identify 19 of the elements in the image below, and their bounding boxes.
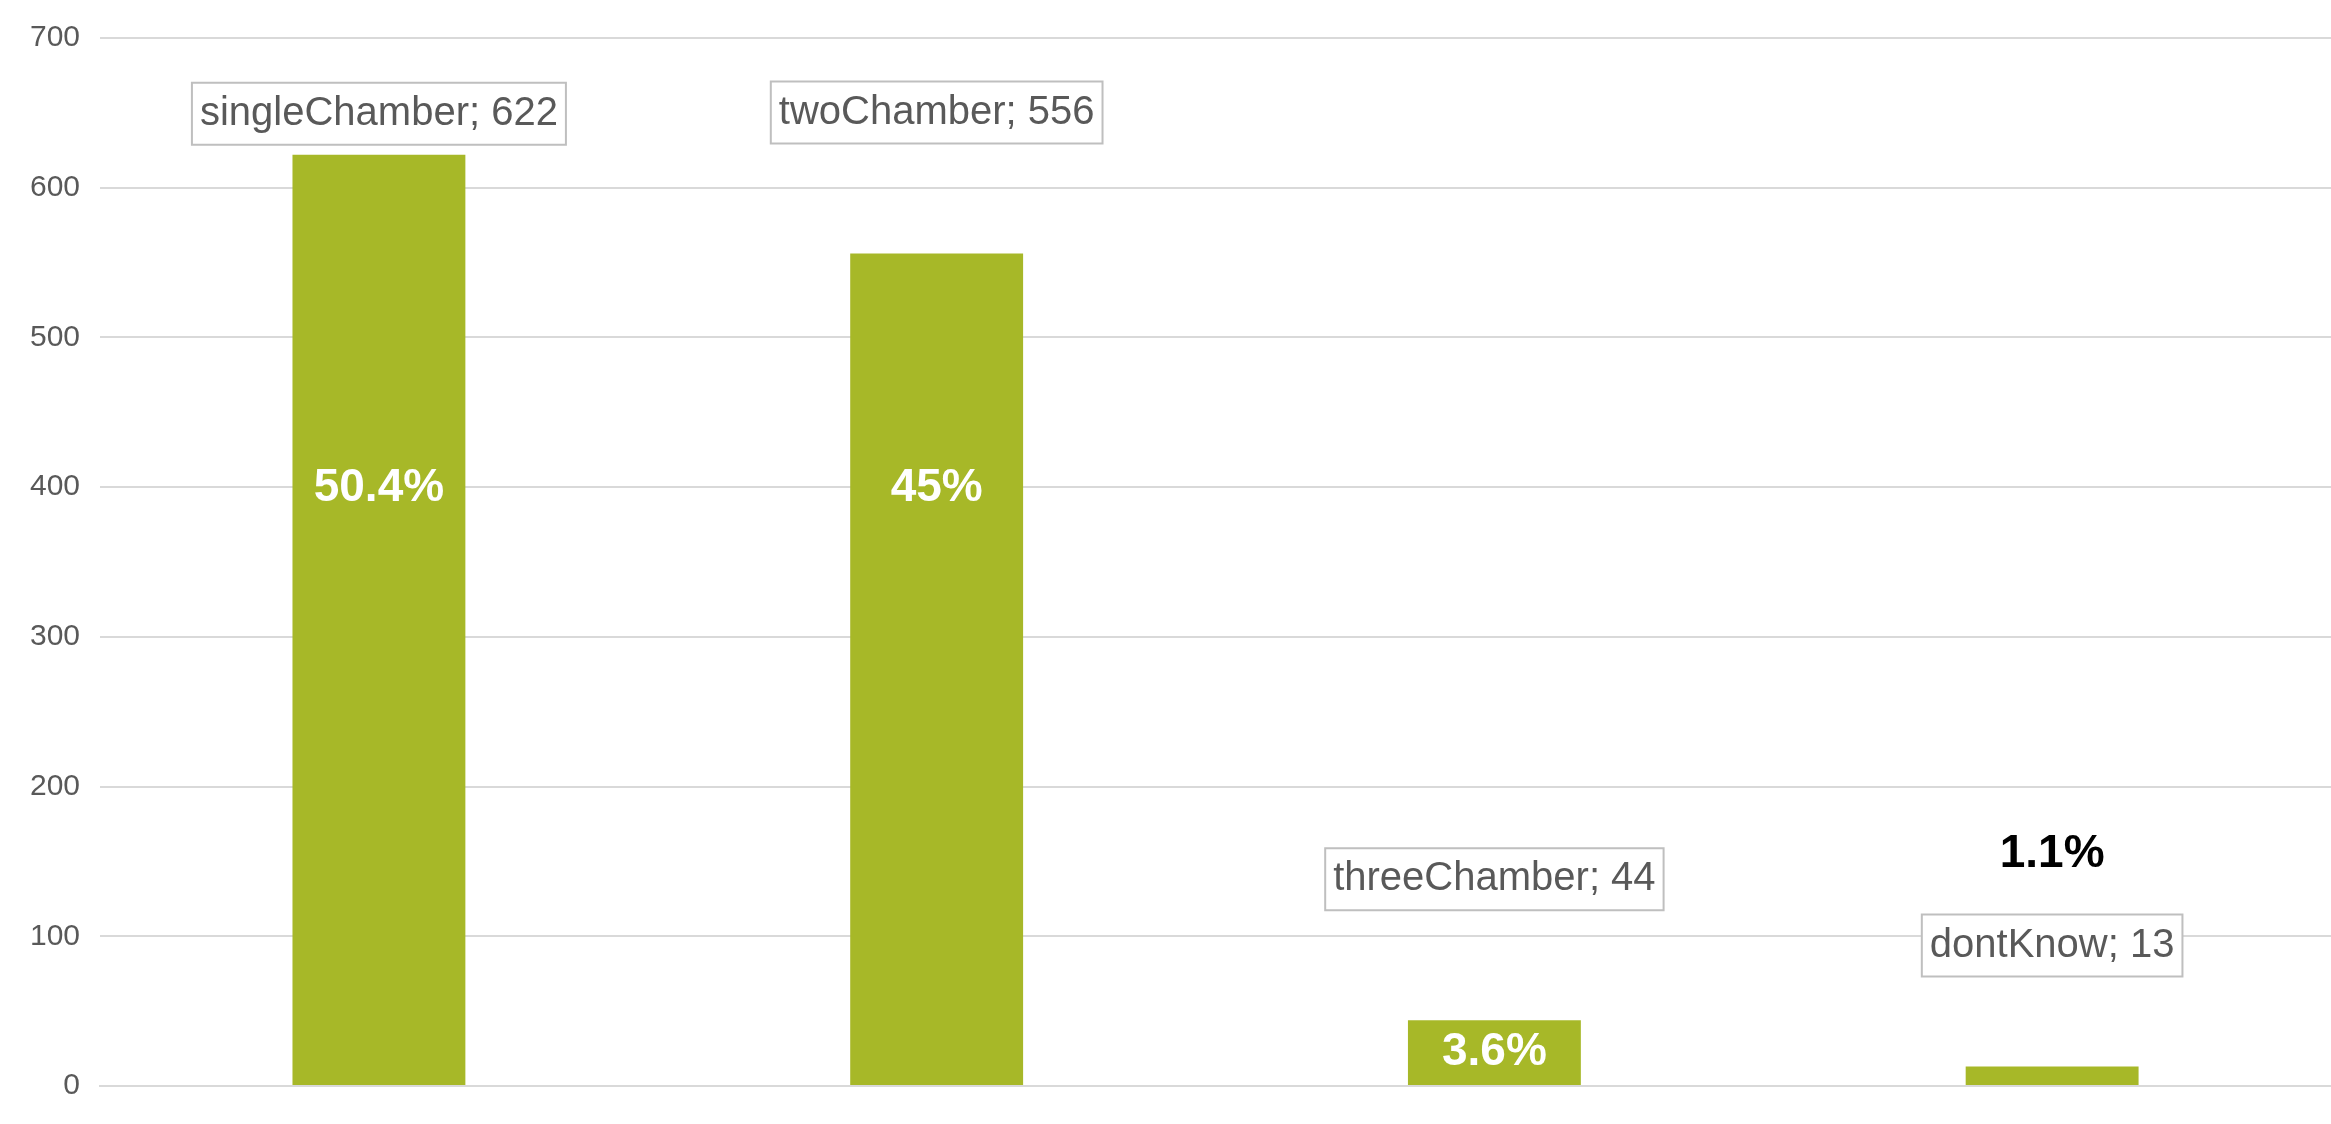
y-tick-label: 600: [29, 168, 81, 202]
y-tick-label: 400: [29, 468, 81, 502]
bar: [292, 154, 466, 1085]
y-tick-label: 0: [63, 1067, 81, 1101]
annotation: 3.6%: [1441, 1023, 1547, 1076]
data-label: singleChamber; 622: [199, 88, 558, 133]
bar: [1965, 1066, 2139, 1085]
y-tick-label: 500: [29, 318, 81, 352]
y-tick-label: 100: [29, 917, 81, 951]
data-label: threeChamber; 44: [1333, 854, 1656, 899]
data-label: twoChamber; 556: [778, 87, 1095, 132]
bar: [850, 253, 1024, 1085]
y-tick-label: 200: [29, 767, 81, 801]
y-tick-label: 700: [29, 19, 81, 53]
y-tick-label: 300: [29, 618, 81, 652]
annotation: 45%: [890, 458, 983, 511]
data-label: dontKnow; 13: [1929, 920, 2175, 965]
annotation: 1.1%: [1999, 825, 2105, 878]
annotation: 50.4%: [313, 458, 445, 511]
